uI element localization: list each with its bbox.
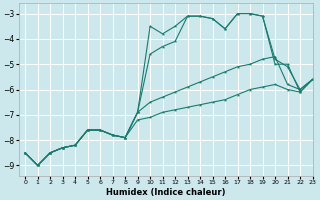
X-axis label: Humidex (Indice chaleur): Humidex (Indice chaleur) [106, 188, 226, 197]
